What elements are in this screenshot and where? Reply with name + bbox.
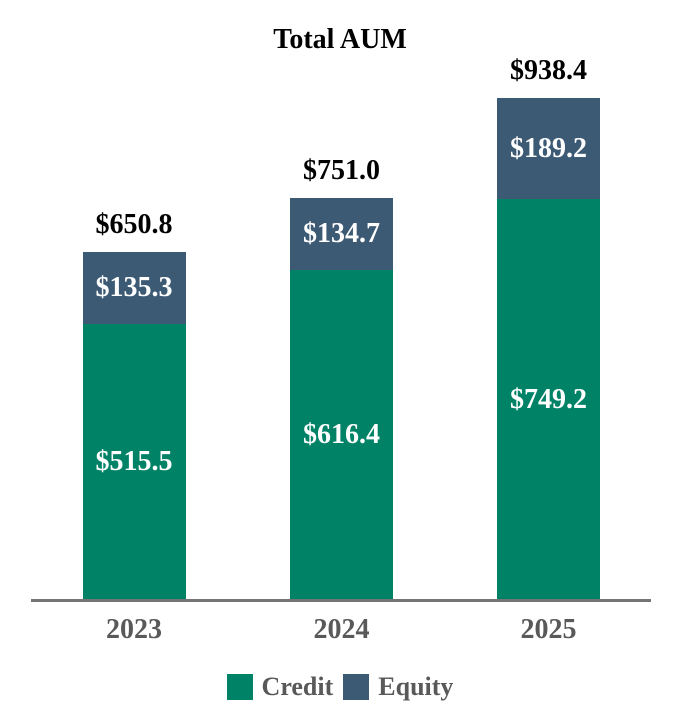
equity-value-label: $135.3 bbox=[95, 272, 173, 303]
x-tick-label-2023: 2023 bbox=[106, 614, 162, 645]
equity-bar-segment-2025: $189.2 bbox=[497, 97, 600, 200]
legend-swatch-equity-icon bbox=[343, 674, 370, 700]
legend-label-credit: Credit bbox=[261, 672, 334, 701]
equity-bar-segment-2023: $135.3 bbox=[82, 251, 186, 325]
x-tick-label-2024: 2024 bbox=[313, 614, 370, 645]
credit-bar-segment-2025: $749.2 bbox=[497, 199, 600, 600]
legend: Credit Equity bbox=[0, 672, 680, 702]
total-value-label-2025: $938.4 bbox=[510, 54, 587, 86]
credit-bar-segment-2023: $515.5 bbox=[82, 324, 186, 600]
chart-title: Total AUM bbox=[273, 24, 407, 55]
total-value-label-2024: $751.0 bbox=[303, 155, 380, 187]
legend-item-credit: Credit bbox=[226, 672, 334, 702]
legend-swatch-credit-icon bbox=[226, 674, 253, 700]
legend-label-equity: Equity bbox=[378, 672, 454, 701]
credit-bar-segment-2024: $616.4 bbox=[290, 270, 393, 600]
equity-value-label: $189.2 bbox=[510, 132, 587, 164]
equity-value-label: $134.7 bbox=[303, 218, 380, 250]
legend-item-equity: Equity bbox=[343, 672, 453, 702]
equity-bar-segment-2024: $134.7 bbox=[290, 198, 393, 271]
credit-value-label: $515.5 bbox=[95, 446, 173, 478]
credit-value-label: $749.2 bbox=[510, 383, 587, 415]
x-tick-label-2025: 2025 bbox=[520, 614, 577, 645]
total-value-label-2023: $650.8 bbox=[95, 208, 173, 240]
credit-value-label: $616.4 bbox=[303, 419, 380, 451]
x-axis-line bbox=[31, 599, 651, 602]
